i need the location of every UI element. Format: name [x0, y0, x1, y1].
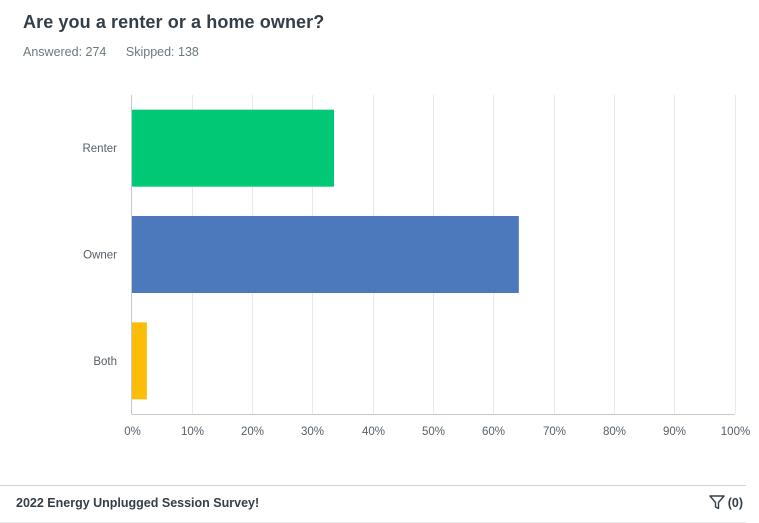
x-tick-label: 90%: [663, 426, 686, 438]
x-tick-label: 30%: [301, 426, 324, 438]
bar-both: [131, 322, 147, 400]
bar-renter: [131, 109, 334, 187]
category-label: Owner: [83, 250, 117, 262]
filter-icon: [709, 495, 725, 510]
x-tick-label: 0%: [124, 426, 141, 438]
x-tick-label: 70%: [543, 426, 566, 438]
filter-button[interactable]: (0): [709, 495, 743, 510]
x-tick-label: 40%: [362, 426, 385, 438]
x-tick-label: 20%: [241, 426, 264, 438]
category-label: Renter: [82, 143, 117, 155]
answered-count: Answered: 274: [23, 45, 107, 59]
survey-name: 2022 Energy Unplugged Session Survey!: [16, 496, 260, 510]
question-title: Are you a renter or a home owner?: [23, 12, 325, 32]
chart-bars: [131, 109, 519, 400]
bar-chart: 0% 10% 20% 30% 40% 50% 60% 70% 80% 90% 100% Renter O…: [82, 95, 750, 438]
chart-axes: [131, 95, 735, 415]
category-label: Both: [93, 356, 117, 368]
bar-owner: [131, 216, 519, 293]
x-tick-label: 10%: [181, 426, 204, 438]
survey-footer: 2022 Energy Unplugged Session Survey! (0…: [0, 485, 746, 523]
filter-count: (0): [727, 495, 743, 510]
x-tick-label: 50%: [422, 426, 445, 438]
skipped-count: Skipped: 138: [125, 45, 199, 59]
x-tick-label: 80%: [603, 426, 626, 438]
x-tick-label: 100%: [721, 426, 750, 438]
chart-labels: 0% 10% 20% 30% 40% 50% 60% 70% 80% 90% 100% Renter O…: [82, 143, 750, 438]
x-tick-label: 60%: [482, 426, 505, 438]
response-stats: Answered: 274 Skipped: 138: [23, 45, 215, 59]
